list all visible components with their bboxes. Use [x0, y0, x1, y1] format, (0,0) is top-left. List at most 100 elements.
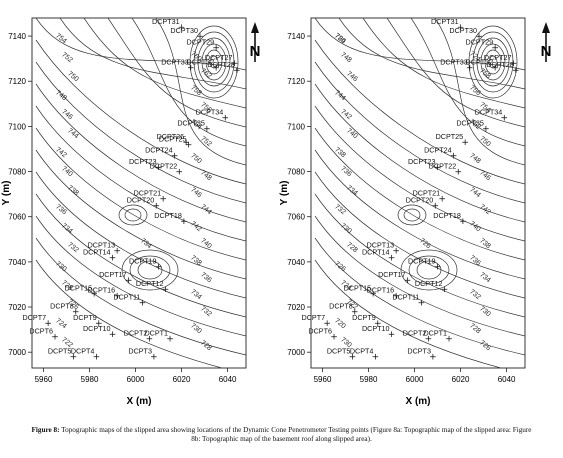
test-point-dcpt22: +DCPT22 [150, 162, 183, 178]
test-point-dcpt35: +DCPT35 [177, 119, 210, 135]
test-point-label: DCPT21 [134, 189, 162, 198]
contour-label: 750 [189, 152, 203, 165]
test-point-dcpt4: +DCPT4 [350, 347, 379, 363]
map-b-contours [314, 18, 525, 368]
contour-label: 762 [199, 67, 213, 80]
test-point-dcpt5: +DCPT5 [327, 347, 356, 363]
test-point-marker: + [323, 319, 331, 329]
y-tick-label: 7140 [287, 32, 305, 41]
test-point-marker: + [392, 292, 400, 302]
test-point-marker: + [512, 66, 520, 76]
test-point-label: DCPT12 [136, 279, 164, 288]
test-point-label: DCPT23 [129, 157, 157, 166]
y-tick-label: 7100 [287, 122, 305, 131]
test-point-marker: + [429, 353, 437, 363]
y-tick-label: 7080 [8, 168, 26, 177]
test-point-dcpt21: +DCPT21 [134, 189, 167, 205]
test-point-label: DCPT28 [486, 60, 514, 69]
north-arrow-icon [251, 22, 259, 62]
test-point-marker: + [233, 66, 241, 76]
test-point-label: DCPT3 [407, 347, 431, 356]
test-point-marker: + [152, 201, 160, 211]
contour-label: 724 [333, 32, 347, 45]
test-point-dcpt3: +DCPT3 [407, 347, 436, 363]
test-point-label: DCPT22 [429, 162, 457, 171]
contour-line [314, 259, 503, 368]
test-point-dcpt12: +DCPT12 [415, 279, 448, 295]
contour-label: 736 [54, 203, 68, 216]
contour-line [107, 18, 246, 128]
test-point-label: DCPT5 [48, 347, 72, 356]
test-point-dcpt25: +DCPT25 [436, 132, 469, 148]
test-point-label: DCPT21 [413, 189, 441, 198]
test-point-dcpt26: +DCPT26 [157, 132, 190, 148]
test-point-dcpt7: +DCPT7 [302, 313, 331, 329]
map-b-x-ticks: 5960 5980 6000 6020 6040 [314, 368, 516, 384]
contour-label: 728 [199, 339, 213, 352]
test-point-dcpt22: +DCPT22 [429, 162, 462, 178]
test-point-marker: + [203, 125, 211, 135]
test-point-marker: + [196, 32, 204, 42]
contour-line [434, 18, 525, 166]
map-b-y-ticks: 7000 7020 7040 7060 7080 7100 7120 7140 [287, 32, 311, 357]
contour-line [488, 55, 498, 69]
test-point-label: DCPT34 [475, 107, 503, 116]
contour-label: 730 [339, 222, 353, 235]
test-point-label: DCPT27 [484, 53, 512, 62]
test-point-marker: + [434, 163, 442, 173]
test-point-label: DCPT2 [403, 329, 427, 338]
test-point-label: DCPT10 [362, 324, 390, 333]
test-point-marker: + [457, 23, 465, 33]
test-point-dcpt35: +DCPT35 [456, 119, 489, 135]
test-point-marker: + [441, 285, 449, 295]
test-point-dcpt17: +DCPT17 [99, 270, 132, 286]
contour-label: 742 [189, 220, 203, 233]
test-point-dcpt33: +DCPT33 [161, 58, 194, 74]
test-point-dcpt11: +DCPT11 [392, 293, 425, 309]
contour-line [137, 260, 163, 280]
contour-line [35, 83, 246, 223]
test-point-marker: + [330, 332, 338, 342]
test-point-dcpt2: +DCPT2 [124, 329, 153, 345]
contour-label: 748 [468, 152, 482, 165]
test-point-label: DCPT2 [124, 329, 148, 338]
test-point-label: DCPT20 [406, 195, 434, 204]
test-point-dcpt8: +DCPT8 [329, 302, 358, 318]
test-point-dcpt33: +DCPT33 [440, 58, 473, 74]
test-point-label: DCPT5 [327, 347, 351, 356]
test-point-marker: + [454, 168, 462, 178]
contour-line [35, 259, 224, 368]
map-b-frame [310, 17, 526, 369]
x-tick-label: 6000 [127, 375, 145, 384]
test-point-marker: + [388, 330, 396, 340]
contour-label: 742 [478, 203, 492, 216]
test-point-marker: + [372, 353, 380, 363]
contour-label: 744 [199, 203, 213, 216]
map-a-y-ticks: 7000 7020 7040 7060 7080 7100 7120 7140 [8, 32, 32, 357]
contour-label: 734 [345, 184, 359, 197]
test-point-marker: + [187, 64, 195, 74]
test-point-label: DCPT6 [29, 326, 53, 335]
test-point-dcpt18: +DCPT18 [154, 211, 187, 227]
test-point-dcpt6: +DCPT6 [29, 326, 58, 342]
y-tick-label: 7080 [287, 168, 305, 177]
contour-label: 732 [333, 203, 347, 216]
x-tick-label: 6040 [219, 375, 237, 384]
test-point-label: DCPT17 [378, 270, 406, 279]
test-point-marker: + [146, 335, 154, 345]
y-tick-label: 7040 [8, 258, 26, 267]
test-point-marker: + [139, 299, 147, 309]
test-point-marker: + [434, 262, 442, 272]
test-point-label: DCPT8 [329, 302, 353, 311]
test-point-dcpt31: +DCPT31 [431, 17, 464, 33]
map-a-frame [31, 17, 247, 369]
contour-line [314, 171, 525, 299]
test-point-marker: + [109, 253, 117, 263]
contour-label: 734 [139, 237, 153, 250]
contour-label: 746 [60, 108, 74, 121]
test-point-dcpt18: +DCPT18 [433, 211, 466, 227]
test-point-label: DCPT3 [128, 347, 152, 356]
test-point-label: DCPT16 [88, 286, 116, 295]
contour-line [314, 215, 525, 337]
